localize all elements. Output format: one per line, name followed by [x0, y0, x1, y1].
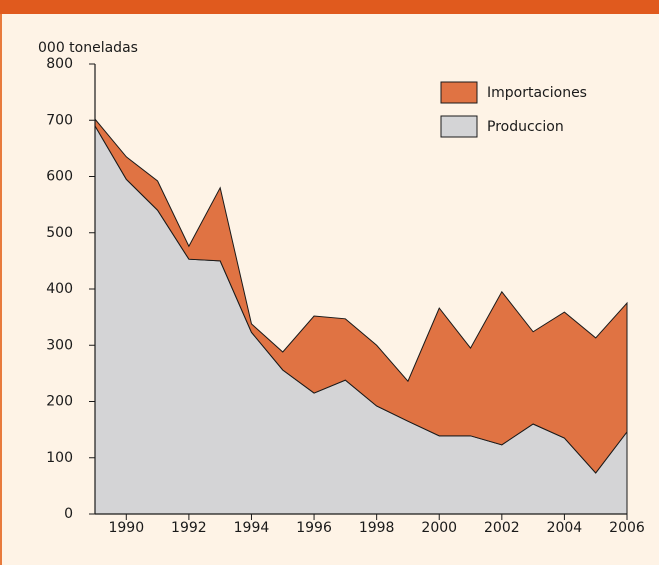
- y-tick-label: 200: [46, 394, 73, 410]
- x-tick-label: 2000: [421, 520, 457, 536]
- y-tick-label: 0: [64, 506, 73, 522]
- x-tick-label: 1996: [296, 520, 332, 536]
- top-band: [0, 0, 659, 14]
- x-tick-label: 2002: [484, 520, 520, 536]
- y-tick-label: 400: [46, 281, 73, 297]
- legend-swatch: [440, 115, 478, 138]
- legend-swatch: [440, 81, 478, 104]
- y-tick-label: 300: [46, 337, 73, 353]
- y-tick-label: 700: [46, 112, 73, 128]
- y-tick-label: 600: [46, 169, 73, 185]
- x-tick-label: 2004: [547, 520, 583, 536]
- y-axis-label: 000 toneladas: [38, 40, 138, 56]
- area: [94, 117, 628, 474]
- left-border: [0, 14, 2, 565]
- y-tick-label: 100: [46, 450, 73, 466]
- legend-label: Produccion: [487, 119, 564, 135]
- x-tick-label: 1998: [359, 520, 395, 536]
- x-tick-label: 1994: [234, 520, 270, 536]
- y-tick-label: 800: [46, 56, 73, 72]
- x-tick-label: 1992: [171, 520, 207, 536]
- legend-label: Importaciones: [487, 85, 587, 101]
- x-tick-label: 1990: [108, 520, 144, 536]
- y-tick-label: 500: [46, 225, 73, 241]
- x-tick-label: 2006: [609, 520, 645, 536]
